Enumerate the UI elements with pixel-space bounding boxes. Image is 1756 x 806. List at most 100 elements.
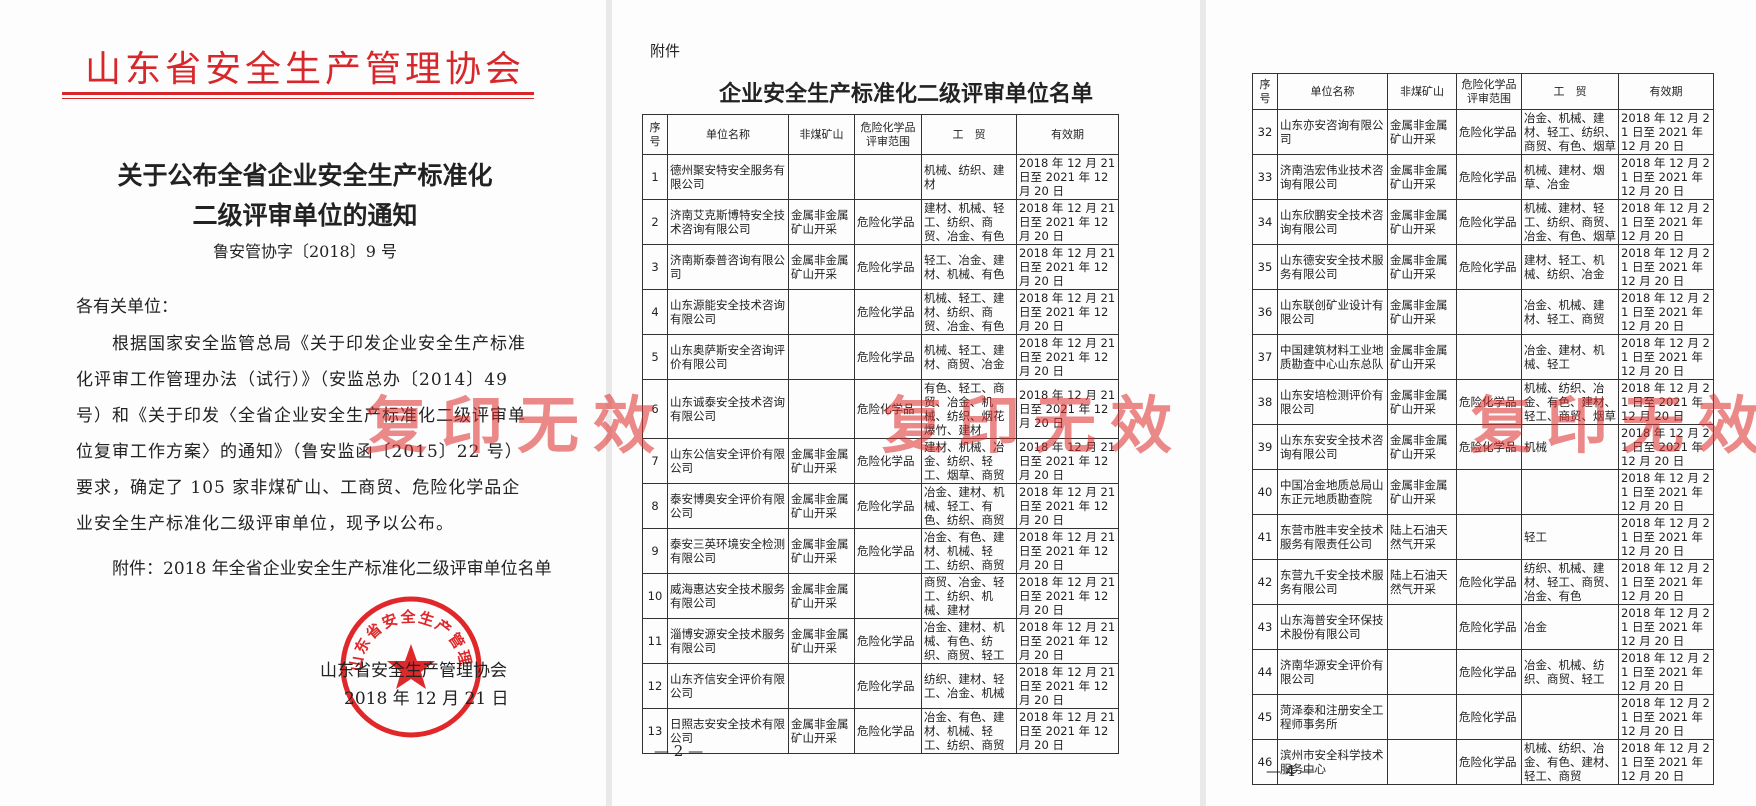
table-row: 7 山东公信安全评价有限公司 金属非金属矿山开采 危险化学品 建材、机械、冶金、纺织、轻…	[642, 438, 1119, 484]
table-row: 35 山东德安安全技术服务有限公司 金属非金属矿山开采 危险化学品 建材、轻工、机械、纺…	[1252, 244, 1714, 290]
list-table: 序号 单位名称 非煤矿山 危险化学品评审范围工 贸有效期 1 德州聚安特安全服务有限公司机…	[642, 114, 1119, 754]
table-cell: 中国冶金地质总局山东正元地质勘查院	[1277, 469, 1388, 515]
table-cell	[1521, 469, 1619, 515]
row-number: 11	[642, 618, 668, 664]
table-cell: 2018 年 12 月 21 日至 2021 年 12 月 20 日	[1618, 604, 1714, 650]
table-row: 46 滨州市安全科学技术服务中心 危险化学品 机械、纺织、冶金、有色、建材、轻工、商贸…	[1252, 739, 1714, 785]
row-number: 41	[1252, 514, 1278, 560]
row-number: 3	[642, 244, 668, 290]
table-cell: 机械、轻工、建材、纺织、商贸、冶金、有色	[921, 289, 1017, 335]
table-cell: 金属非金属矿山开采	[788, 708, 855, 754]
table-cell: 机械、纺织、冶金、有色、建材、轻工、商贸、烟草	[1521, 379, 1619, 425]
table-cell: 机械、建材、轻工、纺织、商贸、冶金、有色、烟草	[1521, 199, 1619, 245]
table-row: 37 中国建筑材料工业地质勘查中心山东总队 金属非金属矿山开采 冶金、建材、机械、轻工…	[1252, 334, 1714, 380]
table-row: 32 山东亦安咨询有限公司 金属非金属矿山开采 危险化学品 冶金、机械、建材、轻工、纺织…	[1252, 109, 1714, 155]
table-cell: 东营市胜丰安全技术服务有限责任公司	[1277, 514, 1388, 560]
seal-ring	[340, 596, 482, 738]
table-cell: 金属非金属矿山开采	[788, 199, 855, 245]
table-cell	[1456, 469, 1522, 515]
row-number: 5	[642, 334, 668, 380]
table-cell: 2018 年 12 月 21 日至 2021 年 12 月 20 日	[1016, 573, 1119, 619]
header-cell: 工 贸	[1521, 73, 1619, 110]
table-cell	[788, 379, 855, 439]
table-cell: 山东安培检测评价有限公司	[1277, 379, 1388, 425]
title-line: 二级评审单位的通知	[192, 201, 418, 230]
list-table: 序号 单位名称 非煤矿山 危险化学品评审范围工 贸有效期 32 山东亦安咨询有限公司 金属非…	[1252, 73, 1714, 785]
header-rule	[62, 92, 534, 95]
table-cell: 2018 年 12 月 21 日至 2021 年 12 月 20 日	[1016, 199, 1119, 245]
header-cell: 有效期	[1618, 73, 1714, 110]
table-cell	[1387, 694, 1457, 740]
row-number: 33	[1252, 154, 1278, 200]
watermark: 复印无效	[1470, 389, 1756, 462]
table-cell: 危险化学品	[1456, 424, 1522, 470]
header-row: 序号 单位名称 非煤矿山 危险化学品评审范围工 贸有效期	[1252, 73, 1714, 110]
row-number: 9	[642, 528, 668, 574]
table-cell: 冶金、有色、建材、机械、轻工、纺织、商贸	[921, 528, 1017, 574]
table-cell: 2018 年 12 月 21 日至 2021 年 12 月 20 日	[1016, 334, 1119, 380]
table-cell: 山东欣鹏安全技术咨询有限公司	[1277, 199, 1388, 245]
table-cell: 2018 年 12 月 21 日至 2021 年 12 月 20 日	[1016, 154, 1119, 200]
watermark: 复印无效	[882, 389, 1187, 462]
table-cell: 建材、机械、轻工、纺织、商贸、冶金、有色	[921, 199, 1017, 245]
table-cell: 金属非金属矿山开采	[1387, 154, 1457, 200]
table-cell: 金属非金属矿山开采	[788, 244, 855, 290]
table-cell: 建材、轻工、机械、纺织、冶金	[1521, 244, 1619, 290]
table-cell: 2018 年 12 月 21 日至 2021 年 12 月 20 日	[1618, 739, 1714, 785]
table-cell	[788, 289, 855, 335]
header-cell: 有效期	[1016, 114, 1119, 155]
row-number: 44	[1252, 649, 1278, 695]
table-row: 4 山东源能安全技术咨询有限公司 危险化学品 机械、轻工、建材、纺织、商贸、冶金、有色…	[642, 289, 1119, 335]
table-row: 43 山东海普安全环保技术股份有限公司 危险化学品 冶金 2018 年 12 月 21 …	[1252, 604, 1714, 650]
table-cell	[1387, 739, 1457, 785]
table-cell: 冶金、建材、机械、有色、纺织、商贸、轻工	[921, 618, 1017, 664]
table-cell: 金属非金属矿山开采	[788, 618, 855, 664]
table-row: 1 德州聚安特安全服务有限公司 机械、纺织、建材 2018 年 12 月 21 日至 …	[642, 154, 1119, 200]
table-cell: 山东东安安全技术咨询有限公司	[1277, 424, 1388, 470]
table-cell: 金属非金属矿山开采	[788, 438, 855, 484]
table-cell	[788, 334, 855, 380]
header-row: 序号 单位名称 非煤矿山 危险化学品评审范围工 贸有效期	[642, 114, 1119, 155]
table-row: 12 山东齐信安全评价有限公司 危险化学品 纺织、建材、轻工、冶金、机械 2018 年 …	[642, 663, 1119, 709]
letter-page: 山东省安全生产管理协会 关于公布全省企业安全生产标准化 二级评审单位的通知 鲁安…	[0, 0, 606, 806]
table-cell: 机械、纺织、建材	[921, 154, 1017, 200]
list-title: 企业安全生产标准化二级评审单位名单	[718, 81, 1093, 107]
list-page: 序号 单位名称 非煤矿山 危险化学品评审范围工 贸有效期 32 山东亦安咨询有限公司 金属非…	[1206, 0, 1756, 806]
letter-title: 关于公布全省企业安全生产标准化 二级评审单位的通知	[60, 156, 550, 236]
table-row: 39 山东东安安全技术咨询有限公司 金属非金属矿山开采 危险化学品 机械 2018 年 1…	[1252, 424, 1714, 470]
table-cell: 山东联创矿业设计有限公司	[1277, 289, 1388, 335]
table-row: 34 山东欣鹏安全技术咨询有限公司 金属非金属矿山开采 危险化学品 机械、建材、轻工、纺…	[1252, 199, 1714, 245]
table-cell: 危险化学品	[1456, 604, 1522, 650]
table-cell: 泰安三英环境安全检测有限公司	[667, 528, 789, 574]
row-number: 37	[1252, 334, 1278, 380]
salutation: 各有关单位：	[76, 297, 178, 317]
watermark: 复印无效	[365, 389, 670, 462]
table-row: 40 中国冶金地质总局山东正元地质勘查院 金属非金属矿山开采 2018 年 12 月 …	[1252, 469, 1714, 515]
table-cell: 日照志安安全技术有限公司	[667, 708, 789, 754]
table-cell: 轻工	[1521, 514, 1619, 560]
list-page: 附件 企业安全生产标准化二级评审单位名单 序号 单位名称 非煤矿山 危险化学品评审范围…	[612, 0, 1200, 806]
table-cell: 济南艾克斯博特安全技术咨询有限公司	[667, 199, 789, 245]
table-cell: 金属非金属矿山开采	[1387, 424, 1457, 470]
table-cell: 2018 年 12 月 21 日至 2021 年 12 月 20 日	[1016, 438, 1119, 484]
table-cell: 山东公信安全评价有限公司	[667, 438, 789, 484]
title-line: 关于公布全省企业安全生产标准化	[117, 161, 493, 190]
row-number: 45	[1252, 694, 1278, 740]
table-row: 36 山东联创矿业设计有限公司 金属非金属矿山开采 冶金、机械、建材、轻工、商贸 201…	[1252, 289, 1714, 335]
table-cell: 2018 年 12 月 21 日至 2021 年 12 月 20 日	[1016, 663, 1119, 709]
table-cell: 金属非金属矿山开采	[1387, 469, 1457, 515]
row-number: 2	[642, 199, 668, 245]
table-cell: 2018 年 12 月 21 日至 2021 年 12 月 20 日	[1618, 289, 1714, 335]
table-cell	[1456, 334, 1522, 380]
table-cell: 山东诚泰安全技术咨询有限公司	[667, 379, 789, 439]
table-cell: 危险化学品	[854, 663, 922, 709]
table-cell: 金属非金属矿山开采	[788, 573, 855, 619]
table-row: 42 东营九千安全技术服务有限公司 陆上石油天然气开采 危险化学品 纺织、机械、建材、轻…	[1252, 559, 1714, 605]
table-cell: 危险化学品	[1456, 694, 1522, 740]
table-cell: 危险化学品	[854, 618, 922, 664]
table-cell: 危险化学品	[1456, 559, 1522, 605]
table-cell	[1521, 694, 1619, 740]
table-cell: 冶金	[1521, 604, 1619, 650]
row-number: 1	[642, 154, 668, 200]
row-number: 35	[1252, 244, 1278, 290]
